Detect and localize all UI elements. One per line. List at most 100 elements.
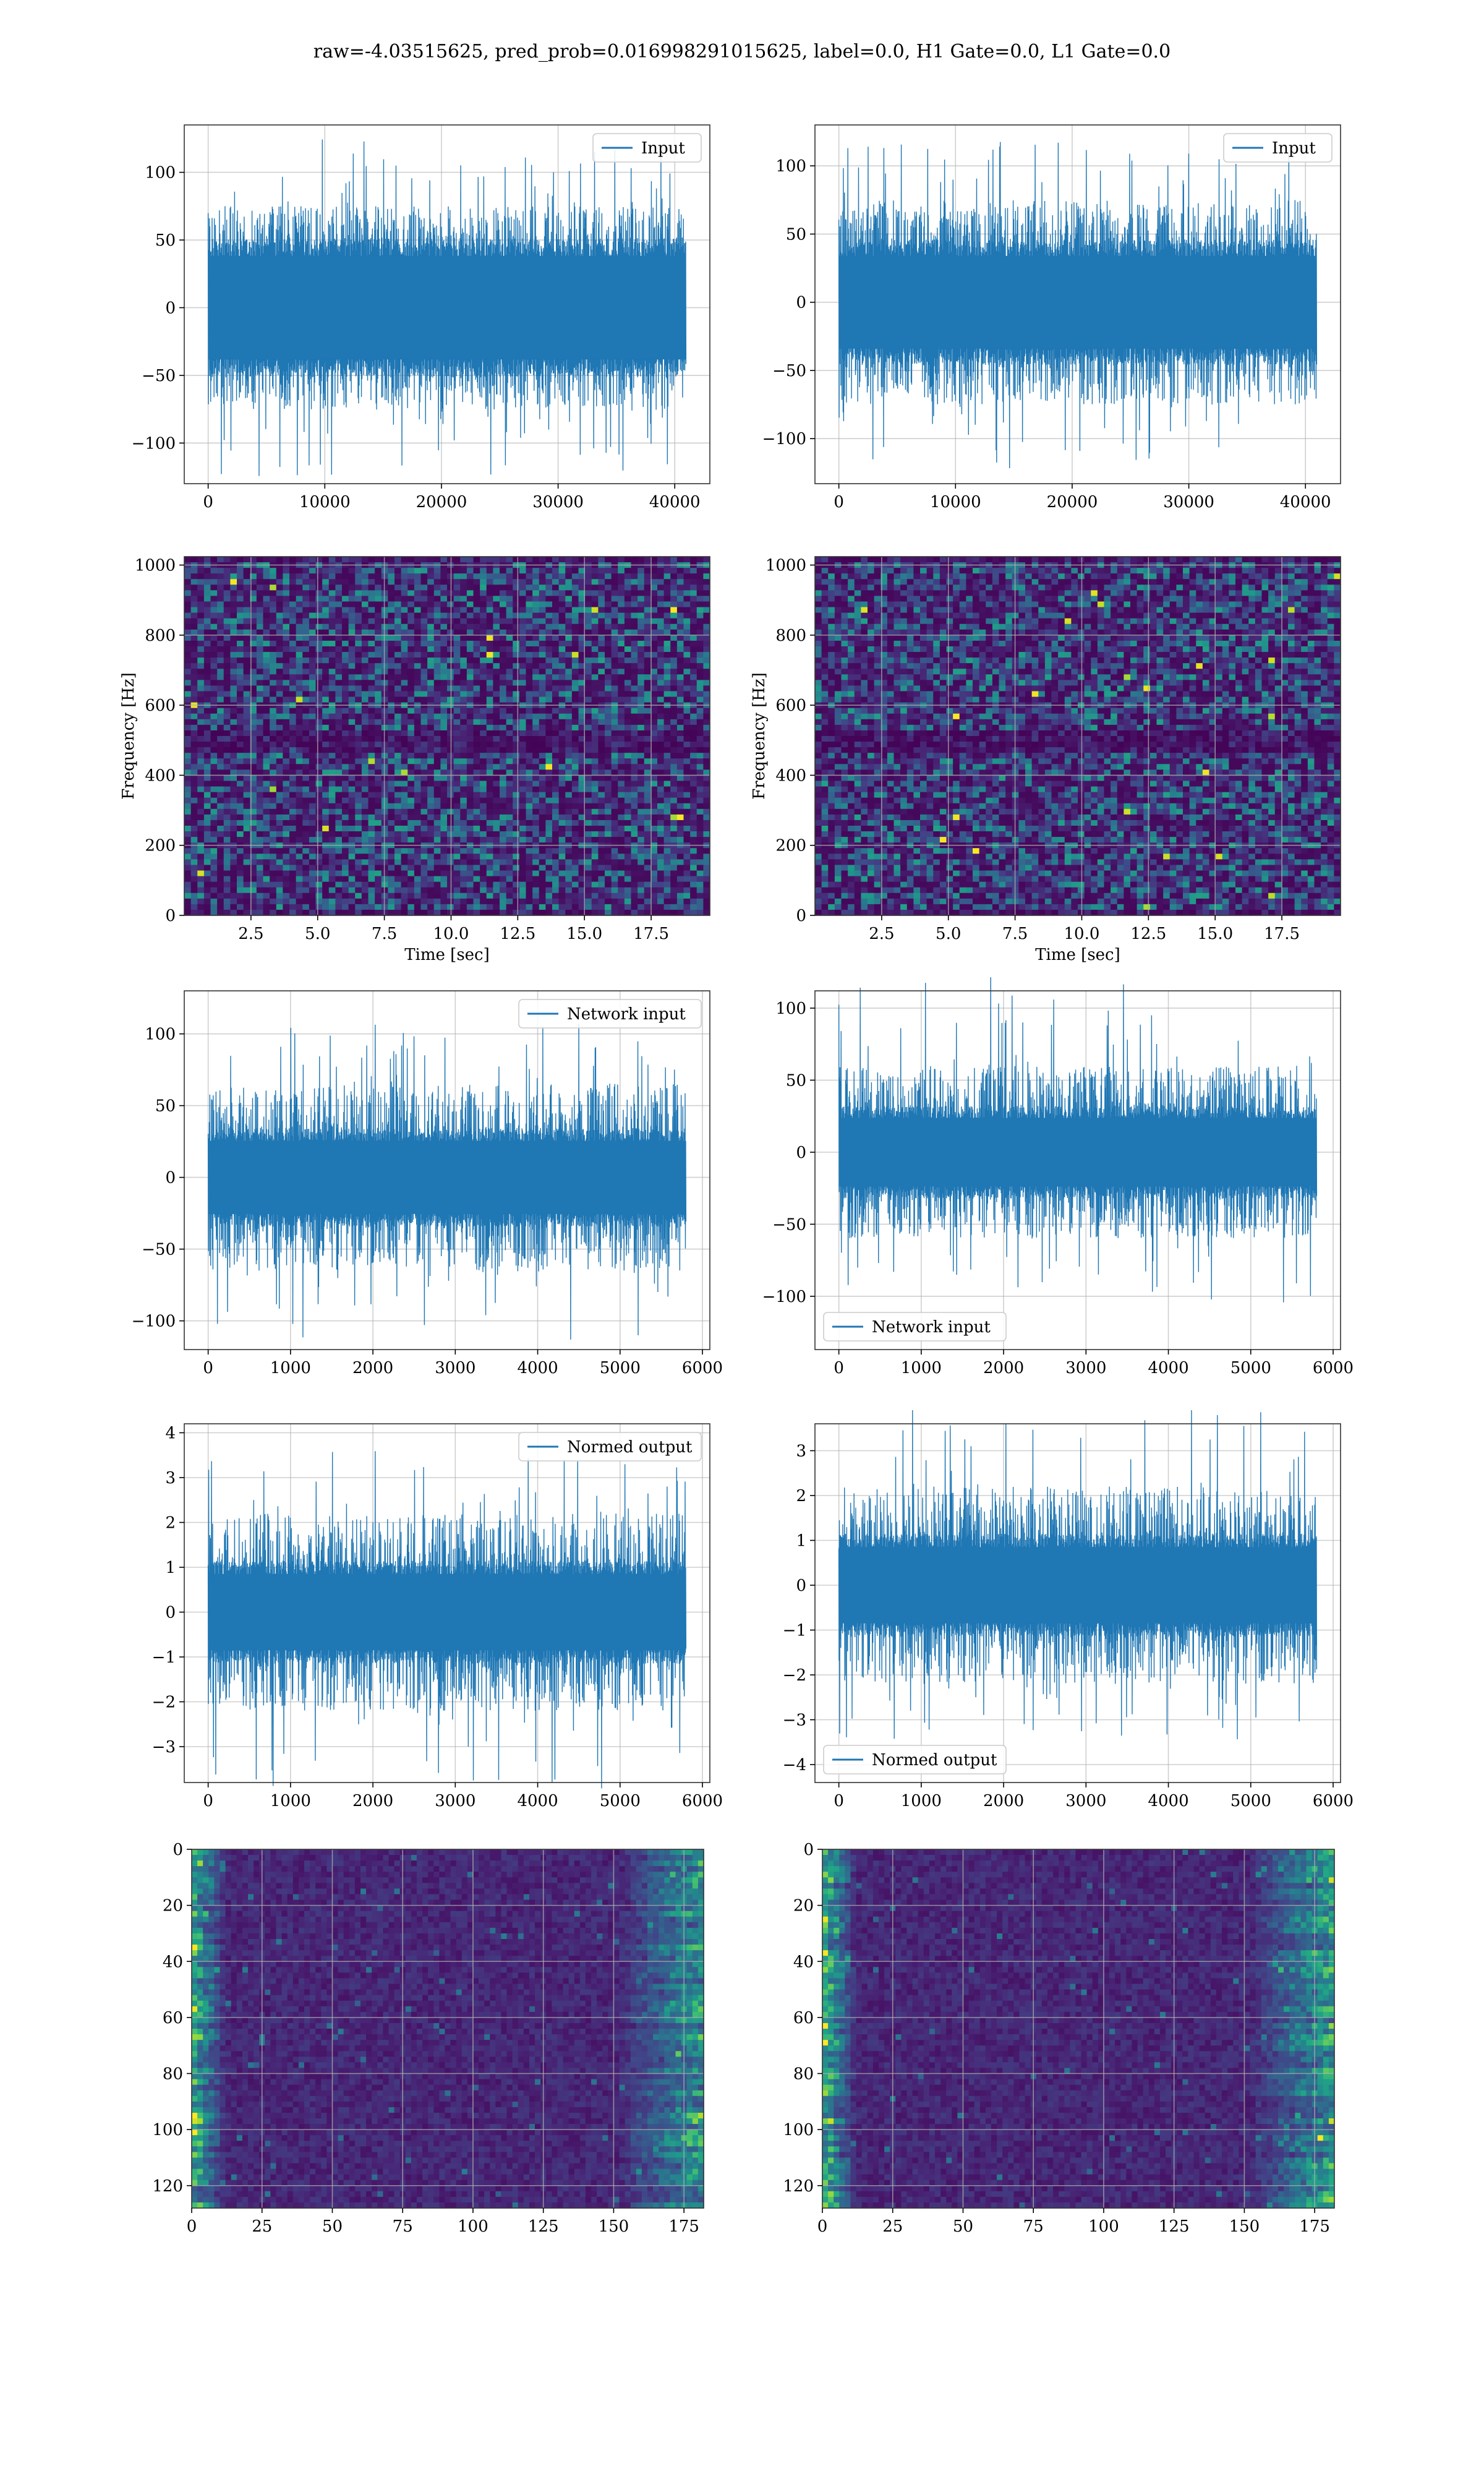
spectrogram-cell — [335, 623, 343, 630]
spectrogram-cell — [571, 814, 579, 821]
spectrogram-cell — [276, 623, 283, 630]
spectrogram-cell — [355, 730, 362, 737]
spectrogram-cell — [342, 573, 349, 580]
spectrogram-cell — [565, 797, 573, 804]
spectrogram-cell — [466, 848, 474, 854]
spectrogram-cell — [552, 865, 560, 871]
spectrogram-cell — [361, 808, 369, 815]
spectrogram-cell — [447, 831, 454, 837]
spectrogram-cell — [263, 612, 270, 619]
spectrogram-cell — [650, 870, 658, 877]
spectrogram-cell — [276, 607, 283, 614]
spectrogram-cell — [414, 753, 422, 759]
spectrogram-cell — [532, 623, 540, 630]
spectrogram-cell — [500, 781, 507, 787]
spectrogram-cell — [558, 848, 566, 854]
spectrogram-cell — [335, 713, 343, 720]
spectrogram-cell — [644, 797, 651, 804]
spectrogram-cell — [663, 786, 671, 793]
spectrogram-cell — [276, 590, 283, 597]
spectrogram-cell — [440, 865, 448, 871]
spectrogram-cell — [427, 691, 435, 698]
spectrogram-cell — [650, 719, 658, 726]
spectrogram-cell — [309, 590, 317, 597]
spectrogram-cell — [650, 803, 658, 810]
spectrogram-cell — [348, 753, 356, 759]
spectrogram-cell — [210, 786, 218, 793]
spectrogram-cell — [513, 596, 520, 602]
spectrogram-cell — [657, 775, 665, 782]
spectrogram-cell — [210, 557, 218, 563]
spectrogram-cell — [256, 691, 264, 698]
spectrogram-cell — [493, 568, 500, 574]
spectrogram-cell — [348, 803, 356, 810]
spectrogram-cell — [388, 876, 395, 883]
spectrogram-cell — [676, 876, 684, 883]
spectrogram-cell — [309, 657, 317, 664]
spectrogram-cell — [427, 870, 435, 877]
spectrogram-cell — [315, 618, 323, 625]
spectrogram-cell — [565, 881, 573, 888]
spectrogram-cell — [230, 826, 237, 832]
spectrogram-cell — [315, 669, 323, 675]
spectrogram-cell — [532, 579, 540, 585]
spectrogram-cell — [513, 568, 520, 574]
spectrogram-cell — [638, 601, 645, 608]
spectrogram-cell — [460, 708, 467, 714]
spectrogram-cell — [256, 814, 264, 821]
spectrogram-cell — [683, 831, 691, 837]
spectrogram-cell — [591, 568, 599, 574]
spectrogram-cell — [447, 691, 454, 698]
spectrogram-cell — [532, 854, 540, 860]
spectrogram-cell — [348, 719, 356, 726]
spectrogram-cell — [270, 663, 277, 669]
spectrogram-cell — [270, 792, 277, 798]
spectrogram-cell — [420, 758, 428, 764]
spectrogram-cell — [585, 696, 592, 703]
spectrogram-cell — [190, 865, 198, 871]
spectrogram-cell — [703, 612, 710, 619]
spectrogram-cell — [506, 601, 513, 608]
spectrogram-cell — [683, 557, 691, 563]
spectrogram-cell — [453, 865, 461, 871]
spectrogram-cell — [663, 848, 671, 854]
spectrogram-cell — [197, 596, 205, 602]
spectrogram-cell — [585, 685, 592, 692]
spectrogram-cell — [545, 669, 553, 675]
spectrogram-cell — [335, 881, 343, 888]
spectrogram-cell — [427, 657, 435, 664]
spectrogram-cell — [407, 680, 415, 687]
spectrogram-cell — [296, 601, 303, 608]
spectrogram-cell — [598, 557, 605, 563]
spectrogram-cell — [683, 680, 691, 687]
spectrogram-cell — [315, 898, 323, 905]
spectrogram-cell — [368, 719, 375, 726]
spectrogram-cell — [270, 769, 277, 776]
spectrogram-cell — [466, 808, 474, 815]
spectrogram-cell — [466, 601, 474, 608]
spectrogram-cell — [618, 674, 625, 680]
spectrogram-cell — [302, 781, 310, 787]
spectrogram-cell — [650, 854, 658, 860]
spectrogram-cell — [256, 859, 264, 866]
spectrogram-cell — [230, 781, 237, 787]
spectrogram-cell — [480, 758, 487, 764]
spectrogram-cell — [223, 736, 231, 742]
spectrogram-cell — [663, 590, 671, 597]
spectrogram-cell — [690, 803, 697, 810]
spectrogram-cell — [631, 736, 638, 742]
spectrogram-cell — [571, 590, 579, 597]
spectrogram-cell — [348, 775, 356, 782]
spectrogram-cell — [342, 584, 349, 591]
spectrogram-cell — [270, 814, 277, 821]
spectrogram-cell — [591, 881, 599, 888]
spectrogram-cell — [315, 579, 323, 585]
spectrogram-cell — [532, 713, 540, 720]
spectrogram-cell — [355, 786, 362, 793]
spectrogram-cell — [283, 854, 290, 860]
spectrogram-cell — [650, 590, 658, 597]
spectrogram-cell — [611, 713, 618, 720]
spectrogram-cell — [703, 618, 710, 625]
spectrogram-cell — [197, 820, 205, 826]
spectrogram-cell — [243, 786, 250, 793]
